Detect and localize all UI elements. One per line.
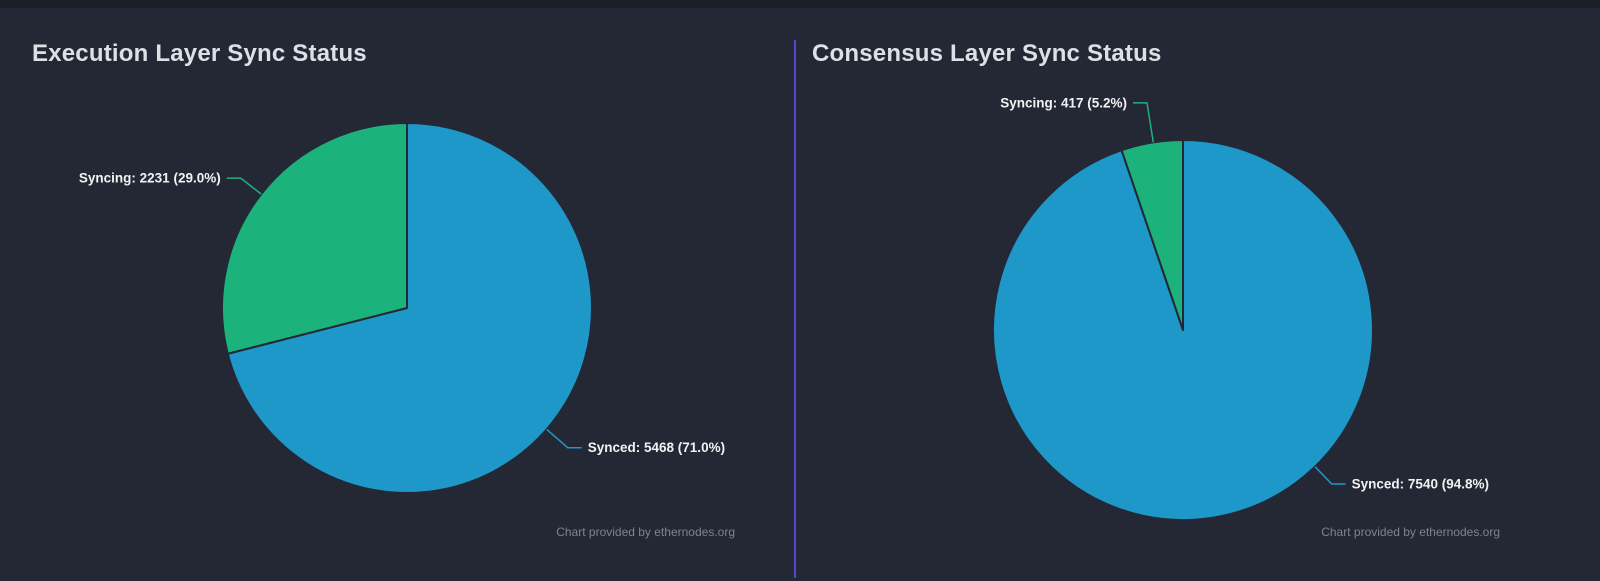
slice-label-synced: Synced: 5468 (71.0%) <box>588 440 725 455</box>
attribution-consensus: Chart provided by ethernodes.org <box>1321 525 1500 539</box>
slice-label-synced: Synced: 7540 (94.8%) <box>1352 476 1489 491</box>
label-connector-synced <box>1314 466 1346 485</box>
consensus-chart-panel: Consensus Layer Sync Status Synced: 7540… <box>797 0 1600 581</box>
execution-pie-chart: Synced: 5468 (71.0%) Syncing: 2231 (29.0%… <box>79 122 725 494</box>
attribution-execution: Chart provided by ethernodes.org <box>556 525 735 539</box>
label-connector-synced <box>546 428 582 449</box>
consensus-pie-chart: Synced: 7540 (94.8%) Syncing: 417 (5.2%) <box>992 95 1489 521</box>
slice-label-syncing: Syncing: 417 (5.2%) <box>1000 95 1127 110</box>
chart-title-execution: Execution Layer Sync Status <box>32 40 367 67</box>
label-connector-syncing <box>226 177 262 195</box>
chart-title-consensus: Consensus Layer Sync Status <box>812 40 1162 67</box>
pie-slice-syncing[interactable] <box>1120 139 1184 331</box>
label-connector-syncing <box>1133 102 1155 143</box>
pie-slice-syncing[interactable] <box>221 122 408 355</box>
slice-label-syncing: Syncing: 2231 (29.0%) <box>79 171 221 186</box>
panel-divider <box>794 40 796 578</box>
top-edge-shadow <box>0 0 1600 8</box>
pie-slice-synced[interactable] <box>226 122 593 494</box>
execution-chart-panel: Execution Layer Sync Status Synced: 5468… <box>0 0 795 581</box>
